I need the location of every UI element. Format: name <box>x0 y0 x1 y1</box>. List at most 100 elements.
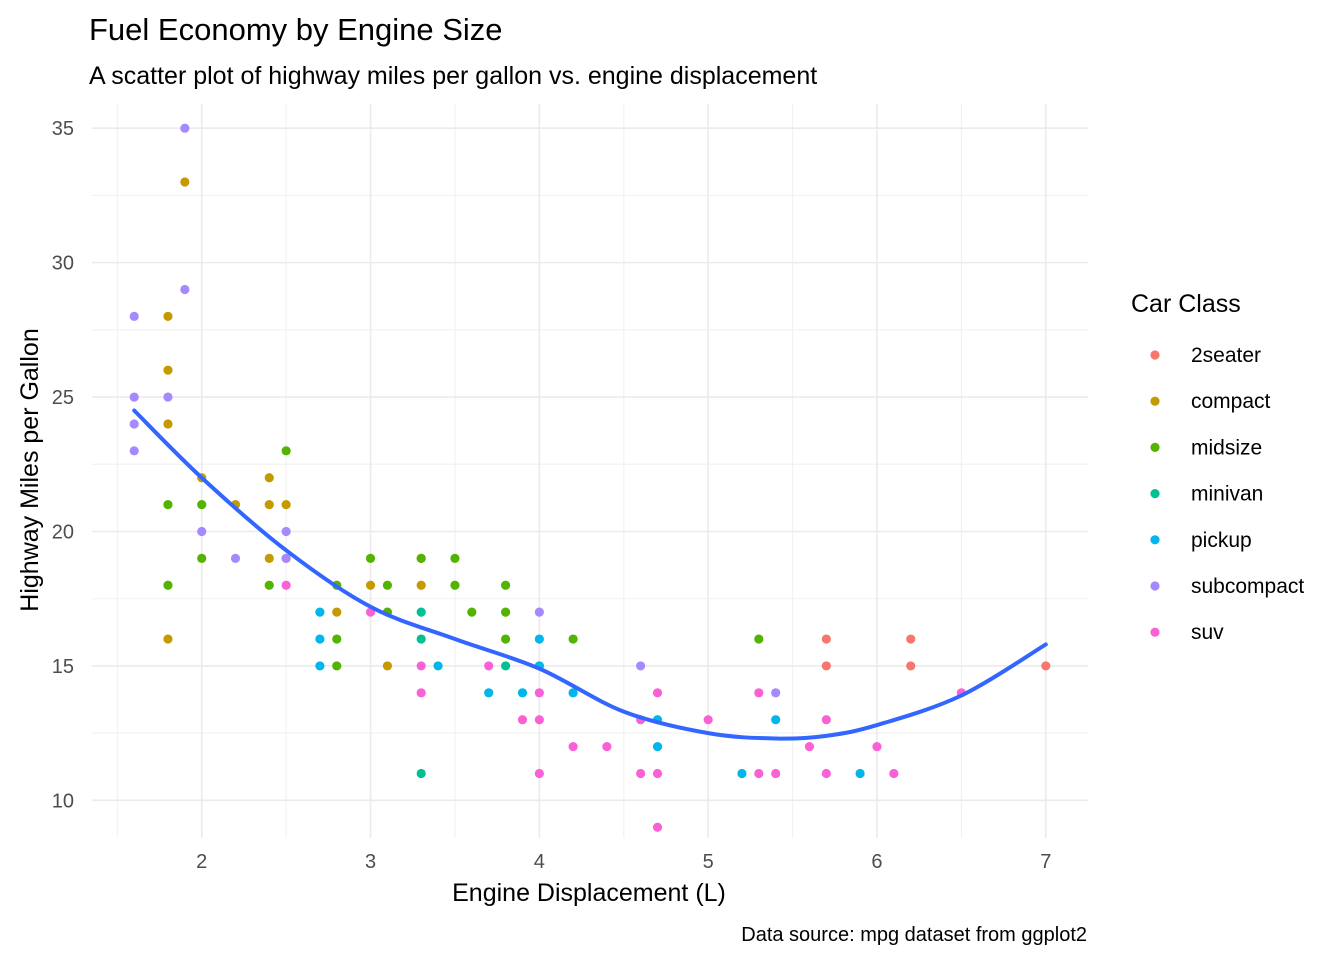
data-point-pickup <box>652 741 663 752</box>
data-point-subcompact <box>129 311 139 322</box>
data-point-midsize <box>467 607 477 617</box>
data-point-compact <box>416 580 426 590</box>
data-points <box>129 123 1051 832</box>
data-point-midsize <box>365 553 376 563</box>
data-point-suv <box>771 768 781 779</box>
data-point-minivan <box>416 634 426 644</box>
data-point-subcompact <box>180 284 190 295</box>
data-point-compact <box>264 553 274 563</box>
data-point-pickup <box>433 661 443 671</box>
data-point-midsize <box>332 661 342 671</box>
data-point-suv <box>652 822 663 832</box>
data-point-midsize <box>163 580 173 590</box>
data-point-2seater <box>821 661 831 671</box>
data-point-suv <box>889 768 899 779</box>
legend-label-suv: suv <box>1191 621 1224 644</box>
data-point-suv <box>281 580 291 590</box>
data-point-2seater <box>906 634 916 644</box>
legend: Car Class 2seater compact midsize minivan pi… <box>1131 290 1304 644</box>
legend-label-2seater: 2seater <box>1191 344 1261 367</box>
y-tick-label: 30 <box>52 253 74 275</box>
data-point-suv <box>416 661 426 671</box>
data-point-compact <box>332 607 342 617</box>
data-point-subcompact <box>281 526 291 537</box>
smooth-trend-line <box>132 408 1048 741</box>
minor-gridlines <box>92 104 1088 838</box>
data-point-suv <box>821 715 831 725</box>
data-point-suv <box>602 741 612 752</box>
legend-key-compact <box>1150 396 1160 406</box>
legend-label-compact: compact <box>1191 390 1271 413</box>
data-point-subcompact <box>180 123 190 133</box>
data-point-suv <box>534 768 544 779</box>
data-point-midsize <box>416 553 426 563</box>
data-point-subcompact <box>281 553 291 563</box>
data-point-suv <box>821 768 831 779</box>
data-point-midsize <box>163 500 173 510</box>
data-point-subcompact <box>636 661 646 671</box>
data-point-pickup <box>855 768 865 779</box>
data-point-pickup <box>315 607 325 617</box>
legend-item-minivan: minivan <box>1150 483 1263 506</box>
major-gridlines <box>92 104 1088 838</box>
legend-item-2seater: 2seater <box>1150 344 1261 367</box>
data-point-compact <box>382 661 393 671</box>
data-point-subcompact <box>197 526 207 537</box>
x-tick-label: 2 <box>196 851 207 873</box>
data-point-midsize <box>754 634 764 644</box>
data-point-2seater <box>906 661 916 671</box>
data-point-compact <box>264 473 274 483</box>
x-axis-label: Engine Displacement (L) <box>452 879 726 907</box>
data-point-subcompact <box>771 688 781 698</box>
legend-key-suv <box>1150 627 1160 637</box>
data-point-compact <box>163 419 173 429</box>
data-point-pickup <box>517 688 528 698</box>
data-point-midsize <box>568 634 578 644</box>
data-point-suv <box>652 688 663 698</box>
data-point-midsize <box>197 553 207 563</box>
data-point-compact <box>163 311 173 322</box>
y-axis-label: Highway Miles per Gallon <box>16 328 44 611</box>
data-point-subcompact <box>129 446 139 456</box>
legend-key-midsize <box>1150 442 1160 452</box>
legend-label-midsize: midsize <box>1191 436 1262 459</box>
data-point-suv <box>517 715 528 725</box>
legend-label-pickup: pickup <box>1191 529 1252 552</box>
data-point-subcompact <box>129 419 139 429</box>
data-point-suv <box>636 768 646 779</box>
legend-key-minivan <box>1150 489 1160 499</box>
data-point-pickup <box>534 634 544 644</box>
legend-label-subcompact: subcompact <box>1191 575 1304 598</box>
data-point-suv <box>754 768 764 779</box>
y-tick-label: 15 <box>52 656 74 678</box>
data-point-subcompact <box>534 607 544 617</box>
data-point-midsize <box>382 580 393 590</box>
data-point-pickup <box>484 688 494 698</box>
legend-key-pickup <box>1150 535 1160 545</box>
data-point-pickup <box>315 634 325 644</box>
data-point-compact <box>163 365 173 375</box>
data-point-compact <box>163 634 173 644</box>
data-point-2seater <box>821 634 831 644</box>
data-point-compact <box>180 177 190 187</box>
legend-key-2seater <box>1150 350 1160 360</box>
legend-item-midsize: midsize <box>1150 436 1262 459</box>
x-tick-label: 6 <box>871 851 882 873</box>
legend-item-pickup: pickup <box>1150 529 1252 552</box>
x-tick-label: 7 <box>1040 851 1051 873</box>
data-point-suv <box>568 741 578 752</box>
data-point-subcompact <box>163 392 173 402</box>
legend-item-compact: compact <box>1150 390 1271 413</box>
y-tick-label: 10 <box>52 790 74 812</box>
data-point-subcompact <box>230 553 241 563</box>
legend-key-subcompact <box>1150 581 1160 591</box>
data-point-midsize <box>500 580 511 590</box>
data-point-midsize <box>264 580 274 590</box>
data-point-suv <box>416 688 426 698</box>
data-point-compact <box>264 500 274 510</box>
chart-caption: Data source: mpg dataset from ggplot2 <box>741 924 1087 946</box>
legend-title: Car Class <box>1131 290 1241 318</box>
data-point-minivan <box>416 768 426 779</box>
data-point-minivan <box>500 661 511 671</box>
